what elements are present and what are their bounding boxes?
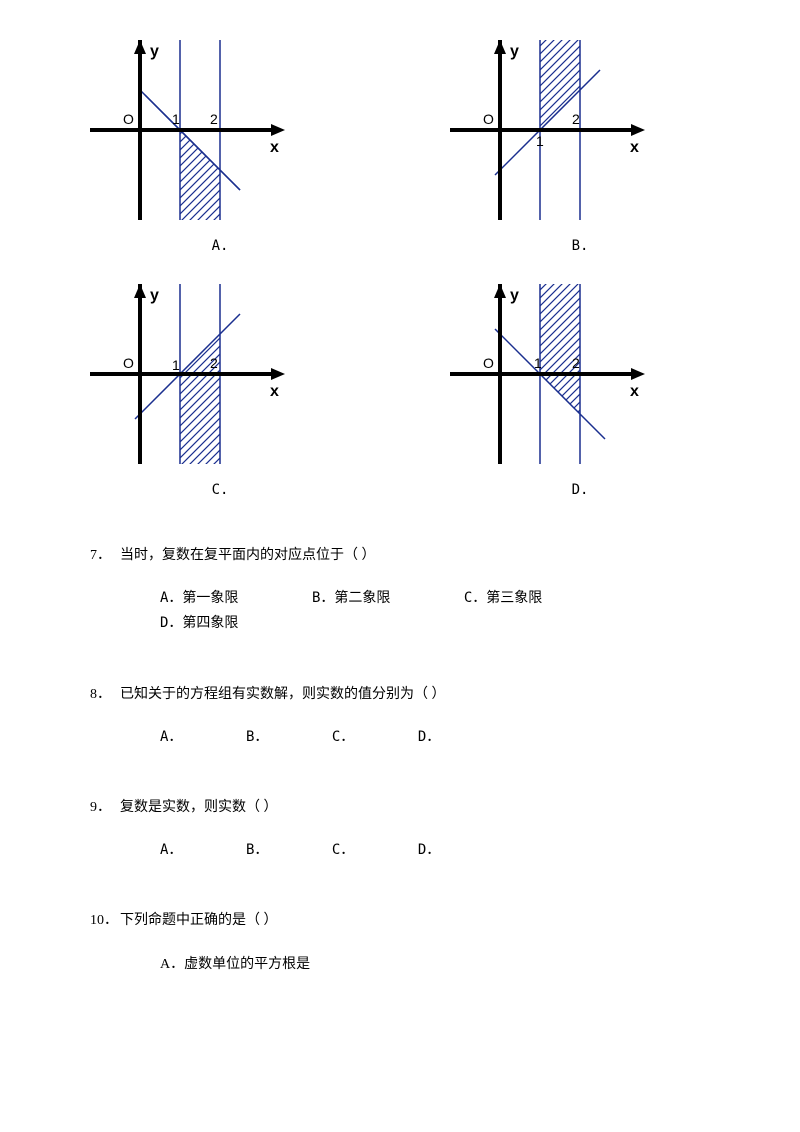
q9-optD: D．	[418, 838, 440, 863]
svg-text:x: x	[630, 383, 639, 400]
question-10: 10．下列命题中正确的是（ ） A．虚数单位的平方根是	[90, 908, 710, 976]
q8-text: 已知关于的方程组有实数解，则实数的值分别为（ ）	[120, 687, 446, 702]
q8-optA: A．	[160, 725, 182, 750]
q10-num: 10．	[90, 908, 120, 933]
q7-optA: A．第一象限	[160, 586, 238, 611]
q9-num: 9．	[90, 795, 120, 820]
q7-optD: D．第四象限	[160, 611, 238, 636]
page-content: y x O 1 2 A.	[0, 0, 800, 1017]
svg-text:1: 1	[172, 357, 180, 373]
chart-label-D: D.	[450, 482, 710, 498]
chart-C: y x O 1 2 C.	[90, 284, 350, 498]
question-7: 7．当时，复数在复平面内的对应点位于（ ） A．第一象限 B．第二象限 C．第三…	[90, 543, 710, 637]
svg-text:O: O	[123, 355, 134, 371]
chart-svg-A: y x O 1 2	[90, 40, 290, 220]
q10-text: 下列命题中正确的是（ ）	[120, 913, 278, 928]
q7-options: A．第一象限 B．第二象限 C．第三象限 D．第四象限	[90, 586, 710, 636]
q7-optC: C．第三象限	[464, 586, 542, 611]
tick-2: 2	[210, 111, 218, 127]
chart-svg-B: y x O 1 2	[450, 40, 650, 220]
q8-optD: D．	[418, 725, 440, 750]
q9-stem: 9．复数是实数，则实数（ ）	[90, 795, 710, 820]
q8-optB: B．	[246, 725, 268, 750]
chart-svg-C: y x O 1 2	[90, 284, 290, 464]
question-9: 9．复数是实数，则实数（ ） A． B． C． D．	[90, 795, 710, 863]
svg-text:y: y	[510, 43, 519, 60]
chart-row-2: y x O 1 2 C.	[90, 284, 710, 498]
svg-text:y: y	[510, 287, 519, 304]
q7-optB: B．第二象限	[312, 586, 390, 611]
q9-optB: B．	[246, 838, 268, 863]
svg-text:2: 2	[210, 355, 218, 371]
origin-label: O	[123, 111, 134, 127]
q9-options: A． B． C． D．	[90, 838, 710, 863]
chart-svg-D: y x O 1 2	[450, 284, 650, 464]
svg-text:O: O	[483, 355, 494, 371]
svg-text:x: x	[630, 139, 639, 156]
svg-text:1: 1	[534, 355, 542, 371]
chart-D: y x O 1 2 D.	[450, 284, 710, 498]
svg-text:2: 2	[572, 355, 580, 371]
q10-optA: A．虚数单位的平方根是	[90, 952, 710, 977]
chart-label-B: B.	[450, 238, 710, 254]
chart-row-1: y x O 1 2 A.	[90, 40, 710, 254]
q9-optC: C．	[332, 838, 354, 863]
q10-stem: 10．下列命题中正确的是（ ）	[90, 908, 710, 933]
q7-num: 7．	[90, 543, 120, 568]
svg-text:O: O	[483, 111, 494, 127]
svg-text:y: y	[150, 287, 159, 304]
q8-options: A． B． C． D．	[90, 725, 710, 750]
svg-text:x: x	[270, 383, 279, 400]
tick-1: 1	[172, 111, 180, 127]
q7-text: 当时，复数在复平面内的对应点位于（ ）	[120, 548, 376, 563]
chart-A: y x O 1 2 A.	[90, 40, 350, 254]
svg-text:2: 2	[572, 111, 580, 127]
chart-label-A: A.	[90, 238, 350, 254]
q9-text: 复数是实数，则实数（ ）	[120, 800, 278, 815]
chart-B: y x O 1 2 B.	[450, 40, 710, 254]
q8-num: 8．	[90, 682, 120, 707]
x-label: x	[270, 139, 279, 156]
svg-text:1: 1	[536, 133, 544, 149]
q8-stem: 8．已知关于的方程组有实数解，则实数的值分别为（ ）	[90, 682, 710, 707]
q8-optC: C．	[332, 725, 354, 750]
q9-optA: A．	[160, 838, 182, 863]
question-8: 8．已知关于的方程组有实数解，则实数的值分别为（ ） A． B． C． D．	[90, 682, 710, 750]
chart-label-C: C.	[90, 482, 350, 498]
y-label: y	[150, 43, 159, 60]
q7-stem: 7．当时，复数在复平面内的对应点位于（ ）	[90, 543, 710, 568]
